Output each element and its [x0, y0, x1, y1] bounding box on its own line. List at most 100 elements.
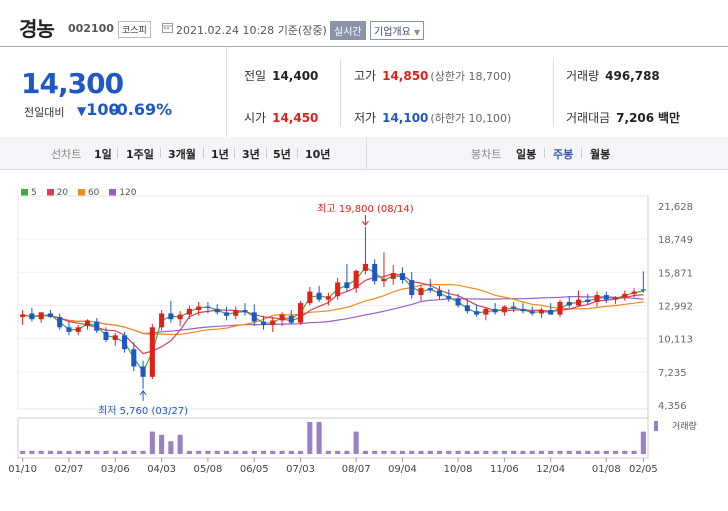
market-badge: 코스피	[118, 21, 151, 38]
company-info-dropdown[interactable]: 기업개요 ▼	[370, 21, 425, 40]
candle-body	[501, 306, 507, 313]
period-3y[interactable]: 3년	[242, 148, 260, 161]
volume-bar	[575, 450, 582, 454]
x-tick-label: 10/08	[444, 464, 473, 475]
candle-body	[57, 316, 63, 328]
x-tick-label: 02/07	[55, 464, 84, 475]
legend-ma5: 5	[21, 188, 37, 198]
period-5y[interactable]: 5년	[273, 148, 291, 161]
candle-body	[149, 327, 155, 377]
x-tick-label: 12/04	[536, 464, 565, 475]
volume-bar	[298, 450, 304, 454]
candle-body	[446, 296, 452, 299]
volume-bar	[260, 450, 267, 454]
low-arrow-icon	[139, 389, 147, 396]
candle-body	[260, 321, 267, 325]
volume-bar	[196, 450, 202, 454]
volume-bar	[66, 450, 72, 454]
x-tick-label: 06/05	[240, 464, 269, 475]
volume-bar	[316, 422, 322, 454]
candle-body	[372, 263, 378, 282]
x-tick-label: 11/06	[490, 464, 519, 475]
period-1d[interactable]: 1일	[94, 148, 112, 161]
volume-bar	[344, 450, 350, 454]
x-tick-label: 02/05	[629, 464, 658, 475]
volume-bar	[168, 441, 174, 454]
candle-body	[427, 288, 433, 291]
legend-ma60: 60	[77, 188, 99, 198]
candle-body	[409, 280, 415, 296]
candle-body	[205, 306, 211, 308]
candle-body	[94, 321, 100, 331]
volume-bar	[353, 431, 359, 454]
volume-bar	[613, 450, 619, 454]
prev-close: 전일 14,400	[244, 69, 319, 83]
candle-body	[251, 312, 257, 322]
volume-bar	[511, 450, 517, 454]
current-price-panel: 14,300 전일대비 ▼100 -0.69%	[0, 47, 227, 138]
volume-bar	[205, 450, 211, 454]
volume-legend-swatch	[654, 421, 658, 431]
x-tick-label: 01/08	[592, 464, 621, 475]
volume-bar	[455, 450, 461, 454]
volume-bar	[529, 450, 535, 454]
candle-body	[520, 308, 526, 312]
period-3m[interactable]: 3개월	[168, 148, 196, 161]
candle-body	[66, 327, 72, 332]
volume-bar	[186, 450, 192, 454]
volume-bar	[557, 450, 563, 454]
period-10y[interactable]: 10년	[305, 148, 331, 161]
price-change-percent: -0.69%	[110, 100, 173, 119]
candle-body	[186, 308, 192, 315]
volume-bar	[436, 450, 443, 454]
candle-body	[399, 273, 406, 281]
volume-bar	[492, 450, 498, 454]
price-plot-frame	[17, 195, 649, 410]
candle-body	[548, 310, 554, 315]
candle-body	[159, 313, 165, 328]
candle-body	[103, 331, 109, 340]
candle-body	[168, 313, 174, 320]
candle-body	[279, 314, 285, 321]
calendar-icon	[162, 23, 173, 33]
legend-ma20: 20	[46, 188, 68, 198]
down-arrow-icon: ▼	[77, 104, 87, 118]
x-tick-label: 09/04	[388, 464, 417, 475]
period-1w[interactable]: 1주일	[126, 148, 154, 161]
candle-body	[112, 335, 118, 340]
ma5-line	[22, 266, 644, 373]
realtime-button[interactable]: 실시간	[330, 21, 366, 40]
volume-bar	[418, 450, 424, 454]
volume-bar	[594, 450, 600, 454]
volume-bar	[177, 434, 183, 454]
volume-bar	[446, 450, 452, 454]
volume-bar	[223, 450, 230, 454]
candle-body	[538, 310, 545, 314]
period-1y[interactable]: 1년	[211, 148, 229, 161]
candle-monthly[interactable]: 월봉	[590, 148, 611, 161]
volume-bar	[335, 450, 341, 454]
volume-bar	[501, 450, 507, 454]
candle-weekly[interactable]: 주봉	[553, 148, 574, 161]
candle-body	[436, 290, 443, 297]
candle-body	[325, 296, 331, 300]
volume-bar	[474, 450, 480, 454]
stock-header: 경농 002100 코스피 2021.02.24 10:28 기준(장중) 실시…	[0, 0, 728, 46]
candle-body	[196, 306, 202, 311]
volume-bar	[585, 450, 591, 454]
candle-body	[47, 313, 53, 317]
volume-bar	[372, 450, 378, 454]
x-tick-label: 07/03	[286, 464, 315, 475]
y-tick-label: 18,749	[658, 235, 693, 246]
volume-bar	[29, 450, 35, 454]
candle-daily[interactable]: 일봉	[516, 148, 537, 161]
candle-body	[390, 273, 396, 279]
candle-body	[566, 301, 572, 306]
candle-body	[603, 295, 609, 300]
volume-bar	[57, 450, 63, 454]
candle-body	[298, 303, 304, 323]
x-tick-label: 04/03	[147, 464, 176, 475]
stock-chart: 5 20 60 120 21,628 18,749 15,871 12,992 10,1…	[0, 183, 728, 511]
candle-body	[121, 335, 128, 350]
volume-bar	[381, 450, 387, 454]
